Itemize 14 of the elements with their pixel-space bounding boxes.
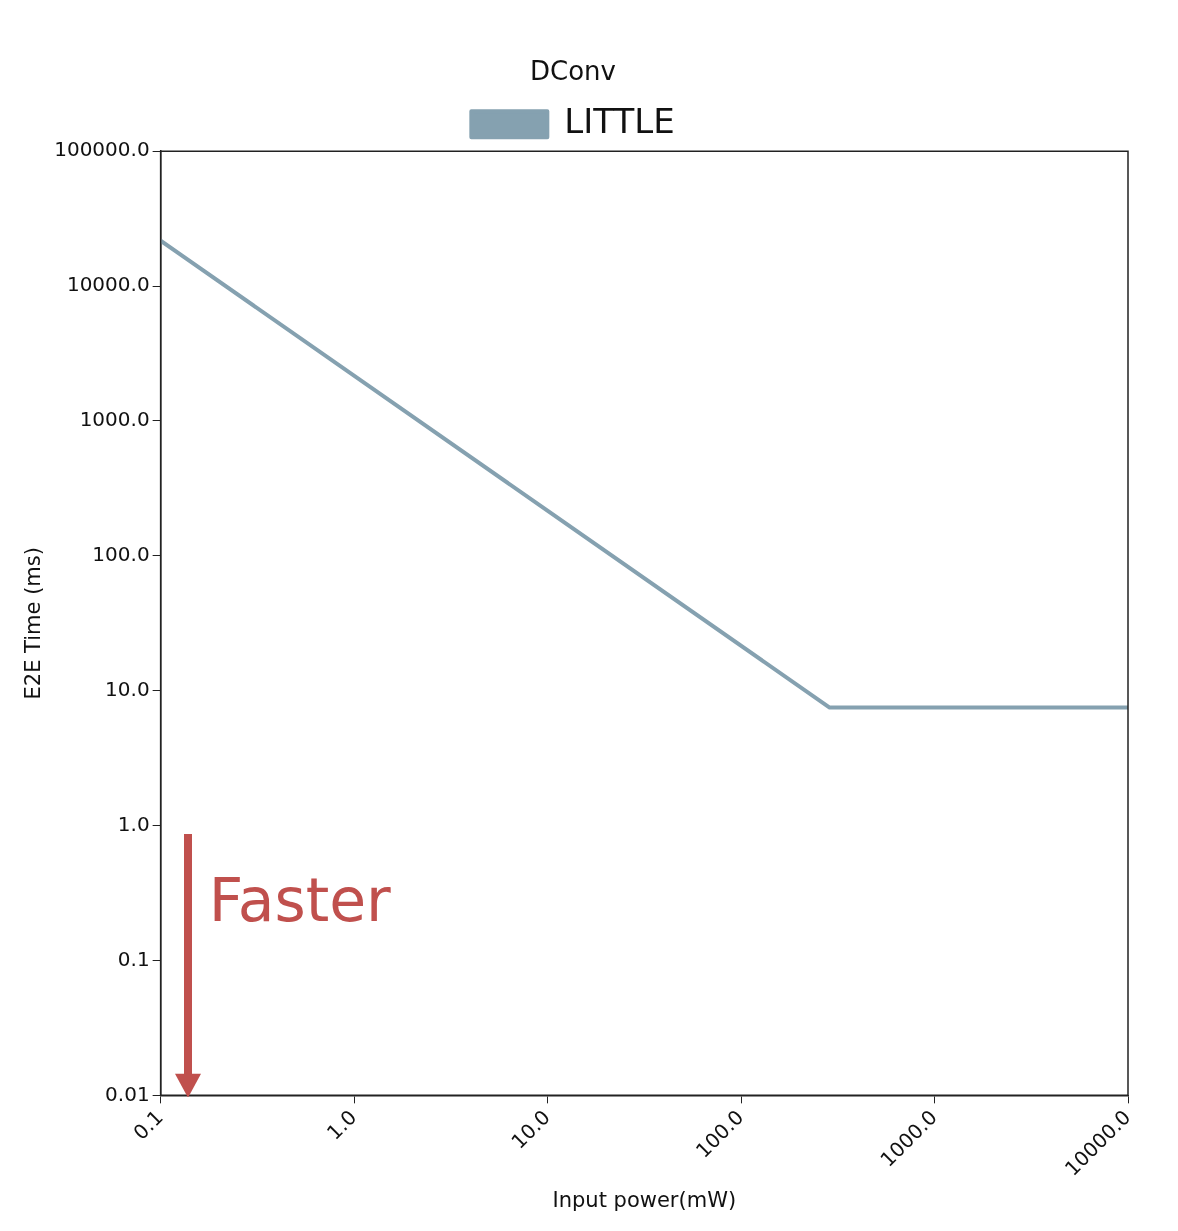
y-tick-label: 1000.0 xyxy=(79,407,150,432)
y-tick-label: 100.0 xyxy=(92,542,150,567)
y-axis-title: E2E Time (ms) xyxy=(21,547,46,700)
x-axis-title: Input power(mW) xyxy=(552,1187,737,1212)
y-tick-label: 10.0 xyxy=(105,676,150,701)
y-tick-label: 1.0 xyxy=(117,811,150,836)
y-tick-label: 10000.0 xyxy=(66,272,150,297)
chart-title: DConv xyxy=(530,56,616,87)
annotation: Faster xyxy=(208,864,392,935)
legend-label: LITTLE xyxy=(564,101,675,142)
y-tick-label: 0.01 xyxy=(105,1081,150,1106)
y-tick-label: 0.1 xyxy=(117,946,150,971)
x-tick-label: 1.0 xyxy=(321,1105,362,1145)
y-tick-label: 100000.0 xyxy=(54,137,150,162)
